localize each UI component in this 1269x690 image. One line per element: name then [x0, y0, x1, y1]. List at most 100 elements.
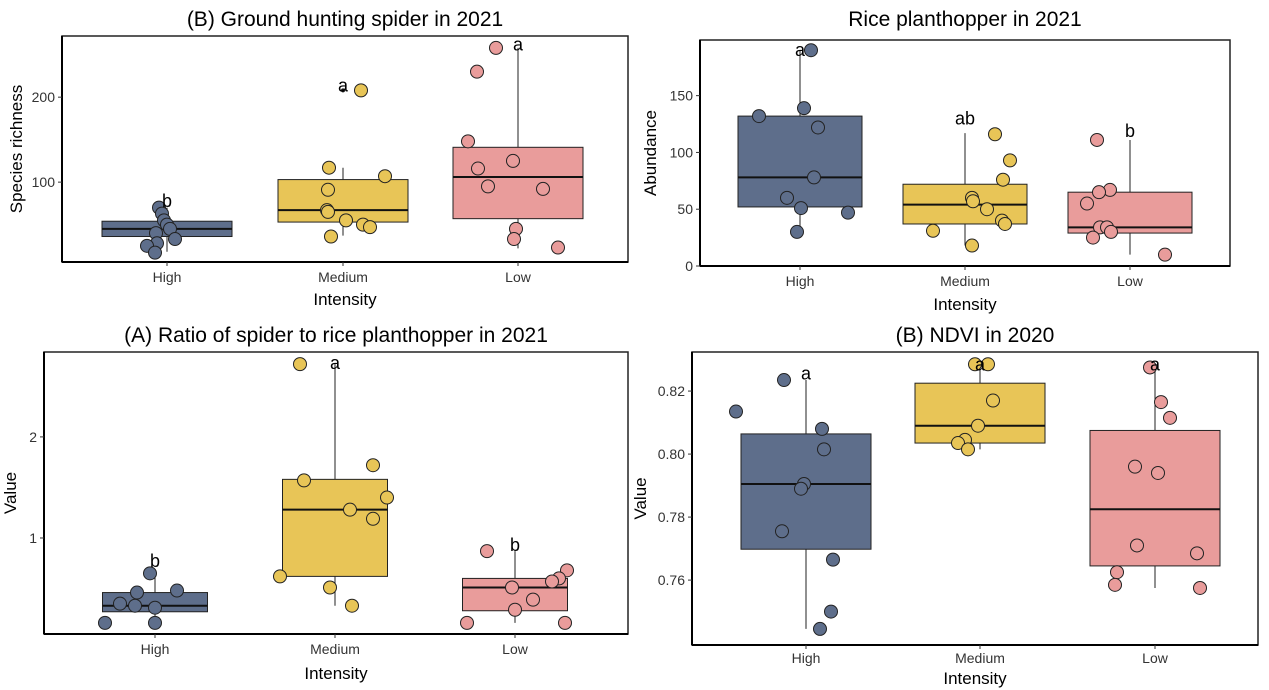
chart-title: Rice planthopper in 2021 — [848, 8, 1082, 31]
data-point — [324, 229, 338, 244]
box-high: b — [101, 191, 233, 260]
y-tick-label: 0.76 — [658, 572, 685, 588]
data-point — [752, 109, 766, 124]
box-medium: a — [914, 354, 1046, 457]
data-point — [148, 615, 162, 630]
chart-title: (B) Ground hunting spider in 2021 — [187, 8, 503, 31]
data-point — [1151, 465, 1165, 480]
box-medium: ab — [902, 108, 1028, 253]
significance-letter: a — [513, 34, 524, 54]
data-point — [366, 458, 380, 473]
data-point — [775, 524, 789, 539]
x-tick-label: High — [786, 273, 815, 289]
data-point — [1003, 153, 1017, 168]
data-point — [1090, 132, 1104, 147]
data-point — [971, 418, 985, 433]
y-axis-label: Value — [631, 477, 650, 519]
data-point — [343, 502, 357, 517]
data-point — [380, 490, 394, 505]
box-low: a — [452, 34, 584, 255]
data-point — [988, 127, 1002, 142]
box-medium: a — [273, 353, 394, 613]
significance-letter: a — [1150, 354, 1161, 374]
data-point — [826, 552, 840, 567]
data-point — [1190, 546, 1204, 561]
data-point — [794, 481, 808, 496]
data-point — [526, 592, 540, 607]
panel-1: (B) Ground hunting spider in 2021 100 200 H… — [7, 8, 629, 309]
data-point — [1104, 224, 1118, 239]
data-point — [780, 190, 794, 205]
y-tick-label: 0 — [685, 258, 693, 274]
significance-letter: a — [330, 353, 341, 373]
data-point — [966, 194, 980, 209]
data-point — [321, 204, 335, 219]
data-point — [321, 182, 335, 197]
data-point — [1108, 577, 1122, 592]
chart-title: (A) Ratio of spider to rice planthopper … — [124, 324, 548, 347]
data-point — [807, 170, 821, 185]
significance-letter: b — [510, 535, 520, 555]
y-axis-label: Species richness — [7, 85, 26, 214]
data-point — [481, 179, 495, 194]
significance-letter: b — [1125, 121, 1135, 141]
data-point — [98, 615, 112, 630]
data-point — [130, 585, 144, 600]
y-tick-label: 150 — [670, 88, 694, 104]
data-point — [113, 596, 127, 611]
box — [914, 382, 1046, 444]
box-high: a — [729, 364, 872, 636]
y-tick-label: 100 — [670, 144, 694, 160]
data-point — [558, 615, 572, 630]
y-tick-label: 50 — [677, 201, 693, 217]
data-point — [363, 220, 377, 235]
data-point — [471, 161, 485, 176]
y-tick-label: 0.80 — [658, 446, 685, 462]
data-point — [951, 436, 965, 451]
data-point — [729, 404, 743, 419]
box — [737, 115, 863, 208]
data-point — [996, 172, 1010, 187]
data-point — [790, 224, 804, 239]
data-point — [981, 357, 995, 372]
box — [282, 478, 388, 577]
data-point — [148, 600, 162, 615]
data-point — [1092, 185, 1106, 200]
data-point — [1193, 580, 1207, 595]
data-point — [1128, 459, 1142, 474]
data-point — [965, 238, 979, 253]
significance-letter: b — [150, 551, 160, 571]
data-point — [489, 40, 503, 55]
panel-3: (A) Ratio of spider to rice planthopper … — [1, 324, 629, 683]
y-tick-label: 200 — [32, 89, 56, 105]
significance-letter: a — [975, 354, 986, 374]
data-point — [460, 615, 474, 630]
significance-letter: a — [801, 364, 812, 384]
significance-letter: b — [162, 191, 172, 211]
data-point — [128, 598, 142, 613]
y-tick-label: 0.78 — [658, 509, 685, 525]
data-point — [824, 604, 838, 619]
data-point — [297, 473, 311, 488]
data-point — [293, 357, 307, 372]
x-tick-label: High — [792, 650, 821, 666]
x-tick-label: Low — [505, 269, 532, 285]
data-point — [777, 373, 791, 388]
data-point — [811, 120, 825, 135]
data-point — [354, 83, 368, 98]
data-point — [841, 205, 855, 220]
data-point — [506, 153, 520, 168]
data-point — [323, 580, 337, 595]
x-tick-label: High — [153, 269, 182, 285]
box-low: b — [460, 535, 574, 630]
data-point — [480, 544, 494, 559]
y-axis-label: Value — [1, 472, 20, 514]
data-point — [339, 213, 353, 228]
data-point — [1163, 410, 1177, 425]
y-axis-label: Abundance — [641, 110, 660, 196]
x-tick-label: Medium — [310, 641, 360, 657]
data-point — [961, 442, 975, 457]
data-point — [980, 202, 994, 217]
data-point — [505, 580, 519, 595]
